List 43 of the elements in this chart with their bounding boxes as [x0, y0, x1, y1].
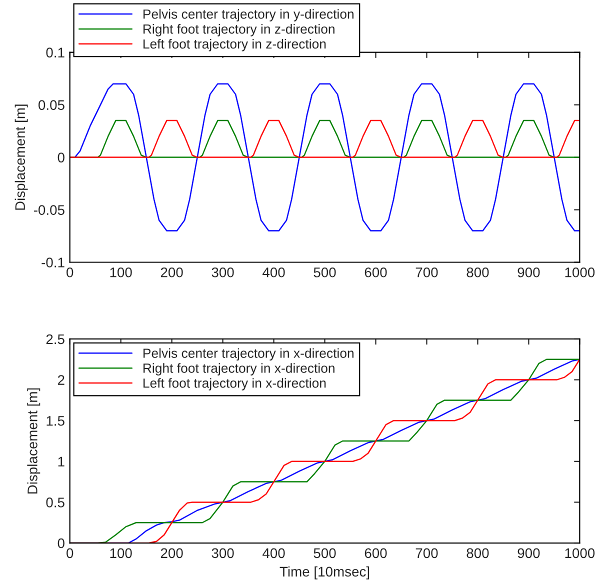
y-tick-label: 2.5	[46, 334, 64, 344]
x-tick-label: 900	[518, 548, 540, 558]
y-tick-label: 0.05	[38, 100, 64, 110]
x-tick-label: 300	[212, 548, 234, 558]
x-tick-label: 500	[314, 548, 336, 558]
legend-label: Left foot trajectory in z-direction	[144, 38, 326, 52]
y-tick-label: -0.1	[42, 258, 64, 268]
y-axis-title: Displacement [m]	[14, 104, 28, 210]
x-tick-label: 200	[160, 267, 183, 278]
x-tick-label: 200	[160, 548, 183, 558]
x-tick-label: 600	[364, 548, 387, 558]
legend-label: Pelvis center trajectory in x-direction	[144, 348, 354, 361]
x-tick-label: 900	[518, 267, 540, 278]
y-tick-label: 0	[58, 538, 64, 548]
y-tick-label: 0	[58, 152, 64, 162]
y-tick-label: 0.1	[46, 48, 64, 58]
x-tick-label: 800	[466, 267, 489, 278]
x-tick-label: 100	[110, 548, 132, 558]
y-tick-label: -0.05	[34, 205, 64, 215]
x-tick-label: 700	[416, 548, 438, 558]
x-tick-label: 500	[314, 267, 336, 278]
x-tick-label: 0	[66, 548, 74, 558]
y-tick-label: 1	[58, 456, 64, 466]
x-tick-label: 800	[466, 548, 489, 558]
x-tick-label: 100	[110, 267, 132, 278]
line-series	[70, 120, 580, 158]
legend-label: Left foot trajectory in x-direction	[144, 378, 326, 390]
y-tick-label: 0.5	[46, 498, 64, 508]
x-tick-label: 300	[212, 267, 234, 278]
x-tick-label: 1000	[565, 548, 595, 558]
x-tick-label: 700	[416, 267, 438, 278]
legend-label: Right foot trajectory in x-direction	[144, 363, 334, 376]
y-tick-label: 2	[58, 375, 64, 385]
x-tick-label: 1000	[565, 267, 595, 278]
y-axis-title: Displacement [m]	[27, 388, 40, 494]
legend-label: Right foot trajectory in z-direction	[144, 24, 334, 36]
x-tick-label: 600	[364, 267, 387, 278]
x-tick-label: 400	[262, 548, 285, 558]
x-axis-title: Time [10msec]	[280, 566, 370, 580]
y-tick-label: 1.5	[46, 416, 64, 426]
legend-label: Pelvis center trajectory in y-direction	[144, 9, 354, 22]
x-tick-label: 0	[66, 267, 74, 278]
x-tick-label: 400	[262, 267, 285, 278]
